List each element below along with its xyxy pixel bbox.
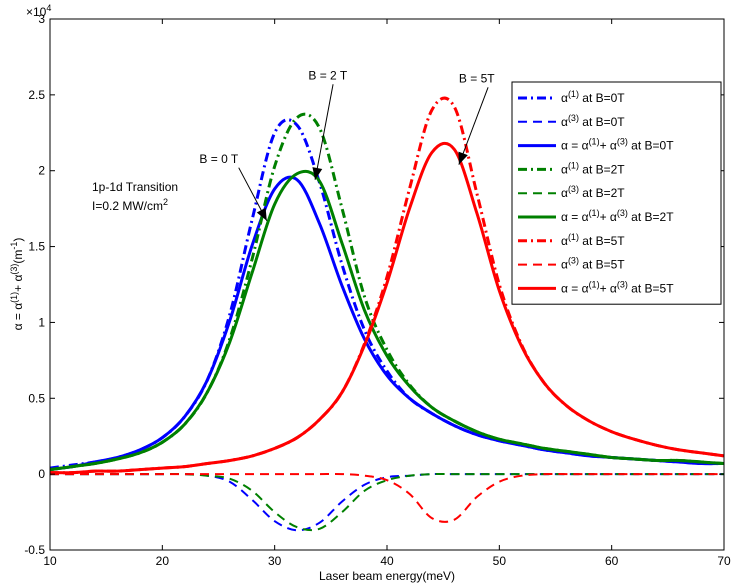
legend-label-1: α(3) at B=0T xyxy=(561,113,625,129)
y-tick-label: 3 xyxy=(38,12,45,26)
x-tick-label: 10 xyxy=(43,554,57,568)
annotation-arrowhead-b5 xyxy=(458,151,468,165)
y-tick-label: 1 xyxy=(38,315,45,329)
annotation-b5: B = 5T xyxy=(459,72,495,86)
y-tick-label: 1.5 xyxy=(28,240,45,254)
legend-label-6: α(1) at B=5T xyxy=(561,232,625,248)
y-axis-label: α = α(1)+ α(3)(m-1) xyxy=(9,238,25,331)
y-tick-label: 2.5 xyxy=(28,88,45,102)
y-tick-label: -0.5 xyxy=(24,543,45,557)
x-tick-label: 40 xyxy=(380,554,394,568)
x-tick-label: 30 xyxy=(268,554,282,568)
legend-label-2: α = α(1)+ α(3) at B=0T xyxy=(561,137,674,153)
annotations: B = 0 T B = 2 T B = 5T xyxy=(199,69,495,222)
legend: α(1) at B=0T α(3) at B=0T α = α(1)+ α(3) a… xyxy=(511,81,722,305)
series-line-5 xyxy=(49,169,725,472)
intensity-label: I=0.2 MW/cm2 xyxy=(92,197,168,213)
annotation-arrow-b5 xyxy=(458,87,489,165)
x-axis-label: Laser beam energy(meV) xyxy=(319,569,455,583)
annotation-arrowhead-b2 xyxy=(312,167,323,180)
series-line-7 xyxy=(50,473,724,523)
legend-label-4: α(3) at B=2T xyxy=(561,184,625,200)
annotation-b0: B = 0 T xyxy=(199,152,238,166)
annotation-arrow-b2 xyxy=(314,84,334,180)
x-tick-label: 60 xyxy=(605,554,619,568)
y-tick-label: 2 xyxy=(38,164,45,178)
chart-marks xyxy=(49,96,725,532)
legend-label-3: α(1) at B=2T xyxy=(561,160,625,176)
svg-text:α = α(1)+ α(3)(m-1): α = α(1)+ α(3)(m-1) xyxy=(9,238,25,331)
x-tick-label: 20 xyxy=(156,554,170,568)
legend-label-7: α(3) at B=5T xyxy=(561,256,625,272)
series-line-8 xyxy=(49,141,725,475)
y-multiplier: ×104 xyxy=(26,3,51,19)
annotation-arrowhead-b0 xyxy=(256,207,267,221)
transition-label: 1p-1d Transition xyxy=(92,180,178,194)
legend-label-0: α(1) at B=0T xyxy=(561,89,625,105)
x-tick-label: 50 xyxy=(493,554,507,568)
y-tick-label: 0.5 xyxy=(28,391,45,405)
legend-label-5: α = α(1)+ α(3) at B=2T xyxy=(561,208,674,224)
axes: 10 20 30 40 50 60 70 -0.5 0 0.5 1 1.5 2 2.5 3 xyxy=(24,12,731,568)
y-tick-label: 0 xyxy=(38,467,45,481)
legend-label-8: α = α(1)+ α(3) at B=5T xyxy=(561,279,674,295)
x-tick-label: 70 xyxy=(717,554,731,568)
annotation-b2: B = 2 T xyxy=(308,69,347,83)
legend-box xyxy=(511,81,722,305)
